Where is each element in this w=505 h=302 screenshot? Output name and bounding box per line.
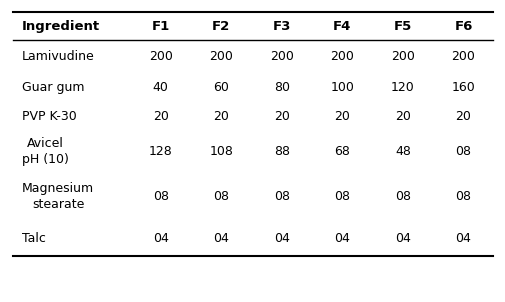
Text: Ingredient: Ingredient [22, 20, 100, 33]
Text: 20: 20 [153, 110, 168, 123]
Text: 08: 08 [454, 145, 471, 158]
Text: 20: 20 [334, 110, 349, 123]
Text: 128: 128 [148, 145, 172, 158]
Text: 20: 20 [213, 110, 229, 123]
Text: 08: 08 [273, 190, 289, 203]
Text: F1: F1 [152, 20, 170, 33]
Text: Talc: Talc [22, 232, 46, 245]
Text: 160: 160 [451, 81, 475, 94]
Text: 20: 20 [454, 110, 471, 123]
Text: Avicel
pH (10): Avicel pH (10) [22, 137, 69, 165]
Text: 08: 08 [394, 190, 410, 203]
Text: 08: 08 [153, 190, 168, 203]
Text: 48: 48 [394, 145, 410, 158]
Text: F6: F6 [453, 20, 472, 33]
Text: 08: 08 [454, 190, 471, 203]
Text: 60: 60 [213, 81, 229, 94]
Text: F5: F5 [393, 20, 411, 33]
Text: 200: 200 [330, 50, 353, 63]
Text: 04: 04 [213, 232, 229, 245]
Text: 08: 08 [213, 190, 229, 203]
Text: 200: 200 [148, 50, 172, 63]
Text: 108: 108 [209, 145, 233, 158]
Text: F4: F4 [333, 20, 351, 33]
Text: 04: 04 [394, 232, 410, 245]
Text: Guar gum: Guar gum [22, 81, 84, 94]
Text: 04: 04 [334, 232, 349, 245]
Text: 04: 04 [273, 232, 289, 245]
Text: 68: 68 [334, 145, 349, 158]
Text: 120: 120 [390, 81, 414, 94]
Text: 200: 200 [209, 50, 233, 63]
Text: 04: 04 [153, 232, 168, 245]
Text: 88: 88 [273, 145, 289, 158]
Text: F2: F2 [212, 20, 230, 33]
Text: 200: 200 [451, 50, 475, 63]
Text: 20: 20 [273, 110, 289, 123]
Text: 200: 200 [269, 50, 293, 63]
Text: 08: 08 [334, 190, 350, 203]
Text: Magnesium
stearate: Magnesium stearate [22, 182, 94, 210]
Text: 100: 100 [330, 81, 353, 94]
Text: 20: 20 [394, 110, 410, 123]
Text: 80: 80 [273, 81, 289, 94]
Text: Lamivudine: Lamivudine [22, 50, 94, 63]
Text: F3: F3 [272, 20, 290, 33]
Text: 40: 40 [153, 81, 168, 94]
Text: 200: 200 [390, 50, 414, 63]
Text: PVP K-30: PVP K-30 [22, 110, 77, 123]
Text: 04: 04 [454, 232, 471, 245]
